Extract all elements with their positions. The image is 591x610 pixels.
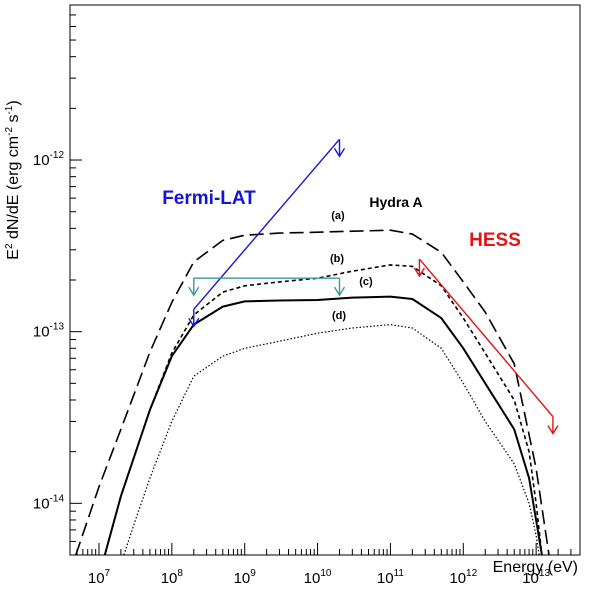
hess-label: HESS bbox=[469, 230, 521, 251]
hess-line bbox=[418, 258, 554, 418]
y-tick-label: 10-12 bbox=[33, 150, 65, 169]
x-tick-label: 1011 bbox=[377, 568, 405, 587]
x-tick-label: 1010 bbox=[304, 568, 332, 587]
curve-labels: (a) (b) (c) (d) Fermi-LAT HESS bbox=[162, 188, 521, 322]
y-tick-label: 10-14 bbox=[33, 493, 65, 512]
limit-1-arrow-head bbox=[333, 286, 346, 297]
fermi-lat-label: Fermi-LAT bbox=[162, 188, 256, 209]
model-curves bbox=[75, 229, 550, 556]
x-axis-title: Energy (eV) bbox=[493, 559, 578, 576]
fermi-lat-arrow-head bbox=[188, 317, 200, 328]
x-tick-label: 108 bbox=[161, 568, 184, 587]
curve-a bbox=[75, 229, 550, 556]
upper-limits bbox=[188, 138, 559, 435]
x-tick-label: 109 bbox=[234, 568, 257, 587]
curve-label-c: (c) bbox=[359, 276, 373, 288]
x-tick-label: 1012 bbox=[449, 568, 477, 587]
curve-label-d: (d) bbox=[332, 310, 346, 322]
y-axis-title: E2 dN/dE (erg cm-2 s-1) bbox=[4, 100, 22, 259]
hess-arrow-head bbox=[413, 267, 426, 278]
axis-ticks bbox=[69, 4, 581, 556]
source-label: Hydra A bbox=[369, 194, 422, 210]
plot-frame bbox=[69, 4, 581, 556]
curve-c bbox=[103, 295, 543, 556]
axis-tick-labels: 107 108 109 1010 1011 1012 1013 10-14 10-13 10-12 bbox=[33, 150, 551, 587]
curve-label-a: (a) bbox=[331, 210, 345, 222]
curve-b bbox=[104, 264, 543, 556]
x-tick-label: 107 bbox=[88, 568, 111, 587]
curve-label-b: (b) bbox=[330, 253, 344, 265]
fermi-lat-line bbox=[193, 138, 341, 310]
fermi-lat-arrow-head bbox=[333, 147, 346, 158]
limit-1-arrow-head bbox=[188, 286, 200, 297]
x-tick-label: 1013 bbox=[522, 568, 550, 587]
hess-arrow-head bbox=[547, 425, 559, 435]
curve-d bbox=[123, 324, 540, 556]
y-tick-label: 10-13 bbox=[33, 322, 65, 341]
